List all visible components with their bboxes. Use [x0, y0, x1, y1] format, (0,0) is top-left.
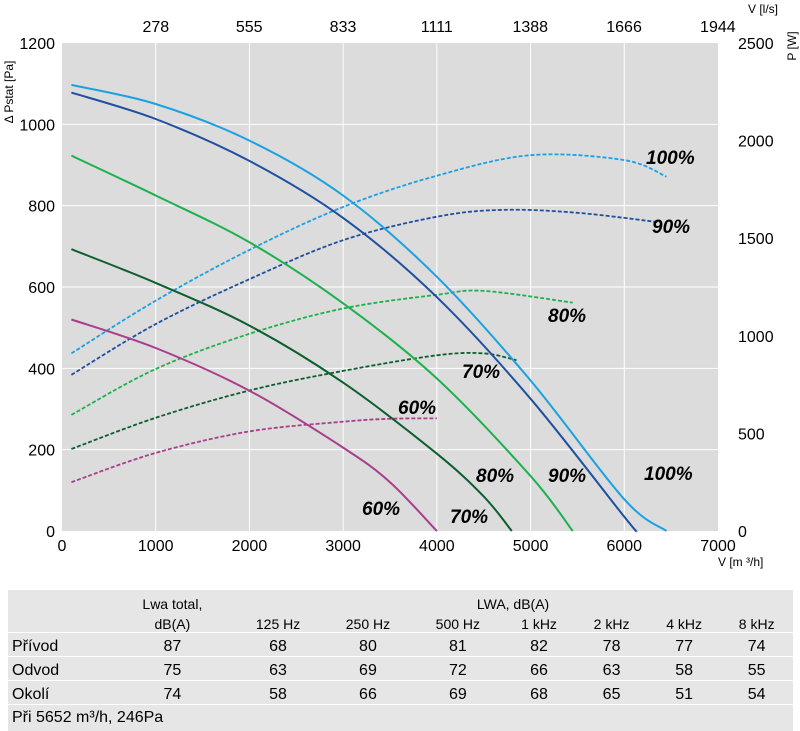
x-tick-label: 1000	[138, 538, 174, 555]
label-power-80: 80%	[548, 306, 586, 327]
label-power-60: 60%	[398, 398, 436, 419]
y2-tick-label: 1500	[738, 231, 774, 248]
cell-total: 87	[112, 633, 233, 657]
y-tick-label: 1000	[19, 117, 55, 134]
y2-tick-label: 2500	[738, 36, 774, 53]
y2-axis-title: P [W]	[785, 31, 799, 60]
x-tick-label: 7000	[700, 538, 736, 555]
cell: 55	[720, 657, 793, 681]
y2-tick-label: 500	[738, 426, 765, 443]
label-pressure-100: 100%	[644, 464, 693, 485]
table-row: Přívod 87 68 80 81 82 78 77 74	[8, 633, 793, 657]
x-tick-label: 0	[58, 538, 67, 555]
y2-tick-label: 0	[738, 524, 747, 541]
cell-total: 74	[112, 681, 233, 705]
table-footnote: Při 5652 m³/h, 246Pa	[8, 705, 793, 731]
cell-total: 75	[112, 657, 233, 681]
header-band: 8 kHz	[720, 612, 793, 633]
row-label: Přívod	[8, 633, 112, 657]
label-pressure-60: 60%	[362, 499, 400, 520]
header-blank-2	[8, 612, 112, 633]
cell: 69	[323, 657, 413, 681]
table-row: Okolí 74 58 66 69 68 65 51 54	[8, 681, 793, 705]
cell: 51	[648, 681, 721, 705]
x2-axis-title: V [l/s]	[748, 2, 778, 16]
cell: 77	[648, 633, 721, 657]
x2-tick-label: 555	[236, 19, 263, 36]
cell: 66	[323, 681, 413, 705]
y-tick-label: 600	[28, 280, 55, 297]
table-footnote-row: Při 5652 m³/h, 246Pa	[8, 705, 793, 731]
cell: 58	[648, 657, 721, 681]
header-lwa-group: LWA, dB(A)	[233, 590, 793, 612]
header-band: 250 Hz	[323, 612, 413, 633]
y-tick-label: 1200	[19, 36, 55, 53]
label-power-90: 90%	[652, 217, 690, 238]
label-power-70: 70%	[462, 362, 500, 383]
x2-tick-label: 278	[142, 19, 169, 36]
y-tick-label: 0	[46, 524, 55, 541]
cell: 65	[575, 681, 648, 705]
label-pressure-90: 90%	[548, 466, 586, 487]
cell: 63	[575, 657, 648, 681]
cell: 68	[503, 681, 576, 705]
header-lwa-total: Lwa total,	[112, 590, 233, 612]
y-tick-label: 400	[28, 361, 55, 378]
y-tick-label: 200	[28, 443, 55, 460]
x2-tick-label: 1666	[606, 19, 642, 36]
y2-tick-label: 2000	[738, 134, 774, 151]
table-header-row-1: Lwa total, LWA, dB(A)	[8, 590, 793, 612]
cell: 82	[503, 633, 576, 657]
x-tick-label: 5000	[513, 538, 549, 555]
cell: 54	[720, 681, 793, 705]
x2-tick-label: 1388	[512, 19, 548, 36]
x-tick-label: 6000	[606, 538, 642, 555]
x-axis-title: V [m ³/h]	[718, 555, 763, 569]
cell: 72	[413, 657, 503, 681]
x-tick-label: 2000	[232, 538, 268, 555]
label-pressure-80: 80%	[476, 466, 514, 487]
table-header-row-2: dB(A) 125 Hz 250 Hz 500 Hz 1 kHz 2 kHz 4…	[8, 612, 793, 633]
cell: 58	[233, 681, 323, 705]
header-blank	[8, 590, 112, 612]
cell: 66	[503, 657, 576, 681]
header-band: 2 kHz	[575, 612, 648, 633]
label-pressure-70: 70%	[450, 507, 488, 528]
label-power-100: 100%	[646, 148, 695, 169]
x-tick-label: 3000	[325, 538, 361, 555]
cell: 81	[413, 633, 503, 657]
cell: 78	[575, 633, 648, 657]
header-band: 500 Hz	[413, 612, 503, 633]
cell: 68	[233, 633, 323, 657]
cell: 74	[720, 633, 793, 657]
cell: 69	[413, 681, 503, 705]
row-label: Okolí	[8, 681, 112, 705]
cell: 63	[233, 657, 323, 681]
header-band: 1 kHz	[503, 612, 576, 633]
y-tick-label: 800	[28, 199, 55, 216]
y2-tick-label: 1000	[738, 329, 774, 346]
x2-tick-label: 1944	[700, 19, 736, 36]
table-row: Odvod 75 63 69 72 66 63 58 55	[8, 657, 793, 681]
header-band: 125 Hz	[233, 612, 323, 633]
x-tick-label: 4000	[419, 538, 455, 555]
cell: 80	[323, 633, 413, 657]
x2-tick-label: 833	[330, 19, 357, 36]
row-label: Odvod	[8, 657, 112, 681]
header-lwa-total-unit: dB(A)	[112, 612, 233, 633]
header-band: 4 kHz	[648, 612, 721, 633]
y-axis-title: Δ Pstat [Pa]	[2, 61, 16, 124]
sound-power-table: Lwa total, LWA, dB(A) dB(A) 125 Hz 250 H…	[8, 590, 793, 731]
x2-tick-label: 1111	[421, 19, 453, 36]
